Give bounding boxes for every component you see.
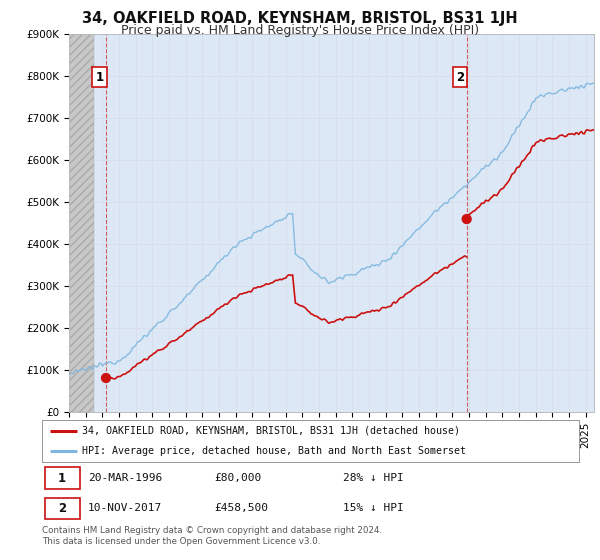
FancyBboxPatch shape	[44, 468, 80, 489]
Point	[101, 374, 111, 382]
Text: HPI: Average price, detached house, Bath and North East Somerset: HPI: Average price, detached house, Bath…	[82, 446, 466, 456]
Text: 34, OAKFIELD ROAD, KEYNSHAM, BRISTOL, BS31 1JH: 34, OAKFIELD ROAD, KEYNSHAM, BRISTOL, BS…	[82, 11, 518, 26]
Text: 2: 2	[456, 71, 464, 83]
Text: 1: 1	[95, 71, 103, 83]
Text: 28% ↓ HPI: 28% ↓ HPI	[343, 473, 403, 483]
Text: £458,500: £458,500	[214, 503, 268, 514]
Text: 1: 1	[58, 472, 66, 485]
Text: 15% ↓ HPI: 15% ↓ HPI	[343, 503, 403, 514]
Point	[462, 214, 472, 223]
Text: 10-NOV-2017: 10-NOV-2017	[88, 503, 162, 514]
Bar	[69, 34, 94, 412]
Text: Contains HM Land Registry data © Crown copyright and database right 2024.
This d: Contains HM Land Registry data © Crown c…	[42, 526, 382, 546]
FancyBboxPatch shape	[44, 498, 80, 519]
Text: 2: 2	[58, 502, 66, 515]
Text: £80,000: £80,000	[214, 473, 261, 483]
Text: Price paid vs. HM Land Registry's House Price Index (HPI): Price paid vs. HM Land Registry's House …	[121, 24, 479, 36]
Text: 34, OAKFIELD ROAD, KEYNSHAM, BRISTOL, BS31 1JH (detached house): 34, OAKFIELD ROAD, KEYNSHAM, BRISTOL, BS…	[82, 426, 460, 436]
Text: 20-MAR-1996: 20-MAR-1996	[88, 473, 162, 483]
